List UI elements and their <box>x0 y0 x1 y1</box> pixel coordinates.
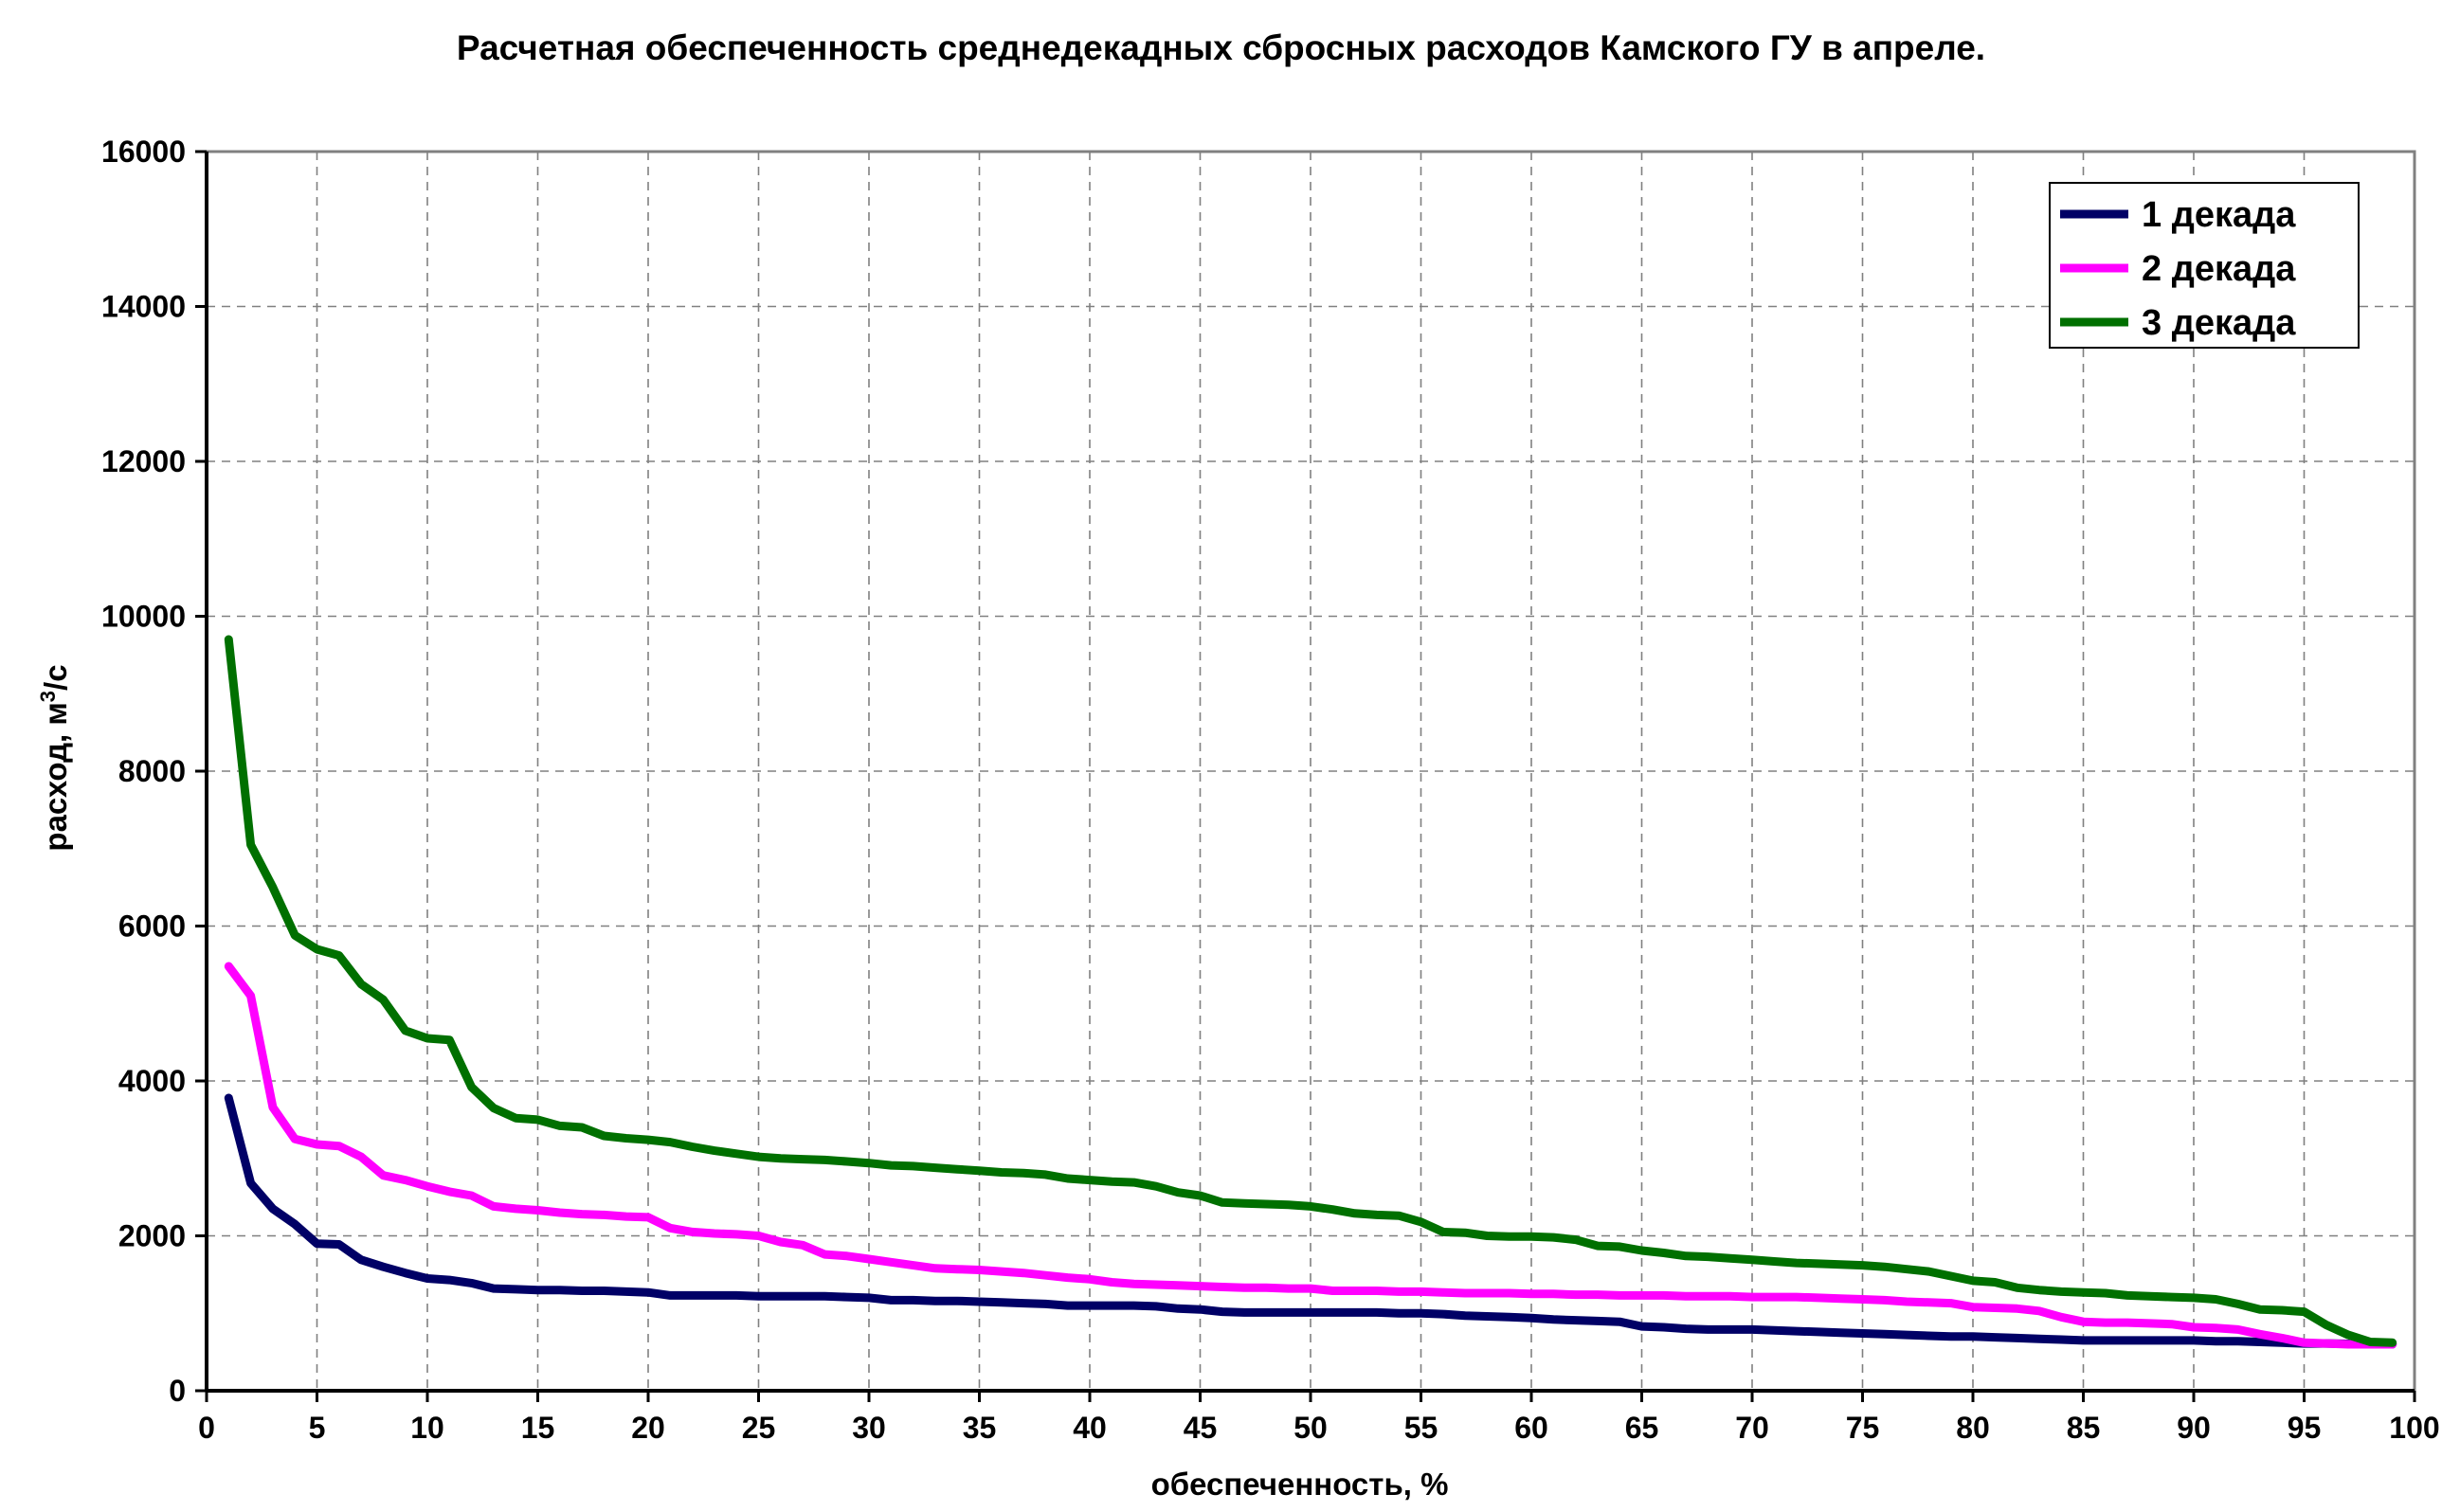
legend-label-2: 2 декада <box>2142 249 2296 289</box>
x-tick-label: 40 <box>1073 1411 1107 1445</box>
series-line-2 <box>224 962 2397 1349</box>
y-axis-label-tail: /с <box>38 664 73 691</box>
x-tick-label: 90 <box>2177 1411 2211 1445</box>
x-tick-label: 95 <box>2288 1411 2322 1445</box>
y-tick-label: 8000 <box>118 754 186 788</box>
legend: 1 декада 2 декада 3 декада <box>2049 182 2360 349</box>
chart-title: Расчетная обеспеченность среднедекадных … <box>456 28 1986 67</box>
x-tick-label: 85 <box>2067 1411 2101 1445</box>
x-axis-label: обеспеченность, % <box>1150 1467 1449 1502</box>
y-tick-label: 12000 <box>101 444 186 478</box>
x-tick-label: 55 <box>1404 1411 1438 1445</box>
x-tick-label: 35 <box>963 1411 997 1445</box>
x-tick-label: 30 <box>852 1411 886 1445</box>
axis-ticks: 0 5 10 15 20 25 30 35 40 45 50 55 60 65 70 75 80 85 90 95 10… <box>101 135 2440 1445</box>
y-axis-label: расход, м3/с <box>36 568 78 947</box>
y-tick-label: 10000 <box>101 600 186 634</box>
x-tick-label: 60 <box>1514 1411 1548 1445</box>
series-layer <box>224 635 2397 1349</box>
x-tick-label: 65 <box>1625 1411 1659 1445</box>
y-tick-label: 0 <box>169 1374 186 1408</box>
y-tick-label: 14000 <box>101 290 186 324</box>
series-line-1 <box>224 1093 2397 1349</box>
x-tick-label: 75 <box>1846 1411 1880 1445</box>
x-tick-label: 80 <box>1956 1411 1990 1445</box>
legend-label-3: 3 декада <box>2142 303 2296 343</box>
x-tick-label: 50 <box>1293 1411 1328 1445</box>
x-tick-label: 10 <box>410 1411 444 1445</box>
x-tick-label: 70 <box>1735 1411 1769 1445</box>
x-tick-label: 45 <box>1184 1411 1218 1445</box>
x-tick-label: 5 <box>309 1411 326 1445</box>
y-axis-label-superscript: 3 <box>36 690 60 703</box>
x-tick-label: 0 <box>198 1411 215 1445</box>
y-tick-label: 2000 <box>118 1219 186 1253</box>
y-tick-label: 16000 <box>101 135 186 169</box>
x-tick-label: 100 <box>2389 1411 2439 1445</box>
y-tick-label: 4000 <box>118 1064 186 1098</box>
x-tick-label: 15 <box>521 1411 555 1445</box>
y-tick-label: 6000 <box>118 909 186 944</box>
y-axis-label-main: расход, м <box>38 702 73 852</box>
x-tick-label: 25 <box>742 1411 776 1445</box>
series-line-3 <box>224 635 2397 1347</box>
legend-entries: 1 декада 2 декада 3 декада <box>2060 195 2296 343</box>
x-tick-label: 20 <box>631 1411 665 1445</box>
legend-label-1: 1 декада <box>2142 195 2296 235</box>
